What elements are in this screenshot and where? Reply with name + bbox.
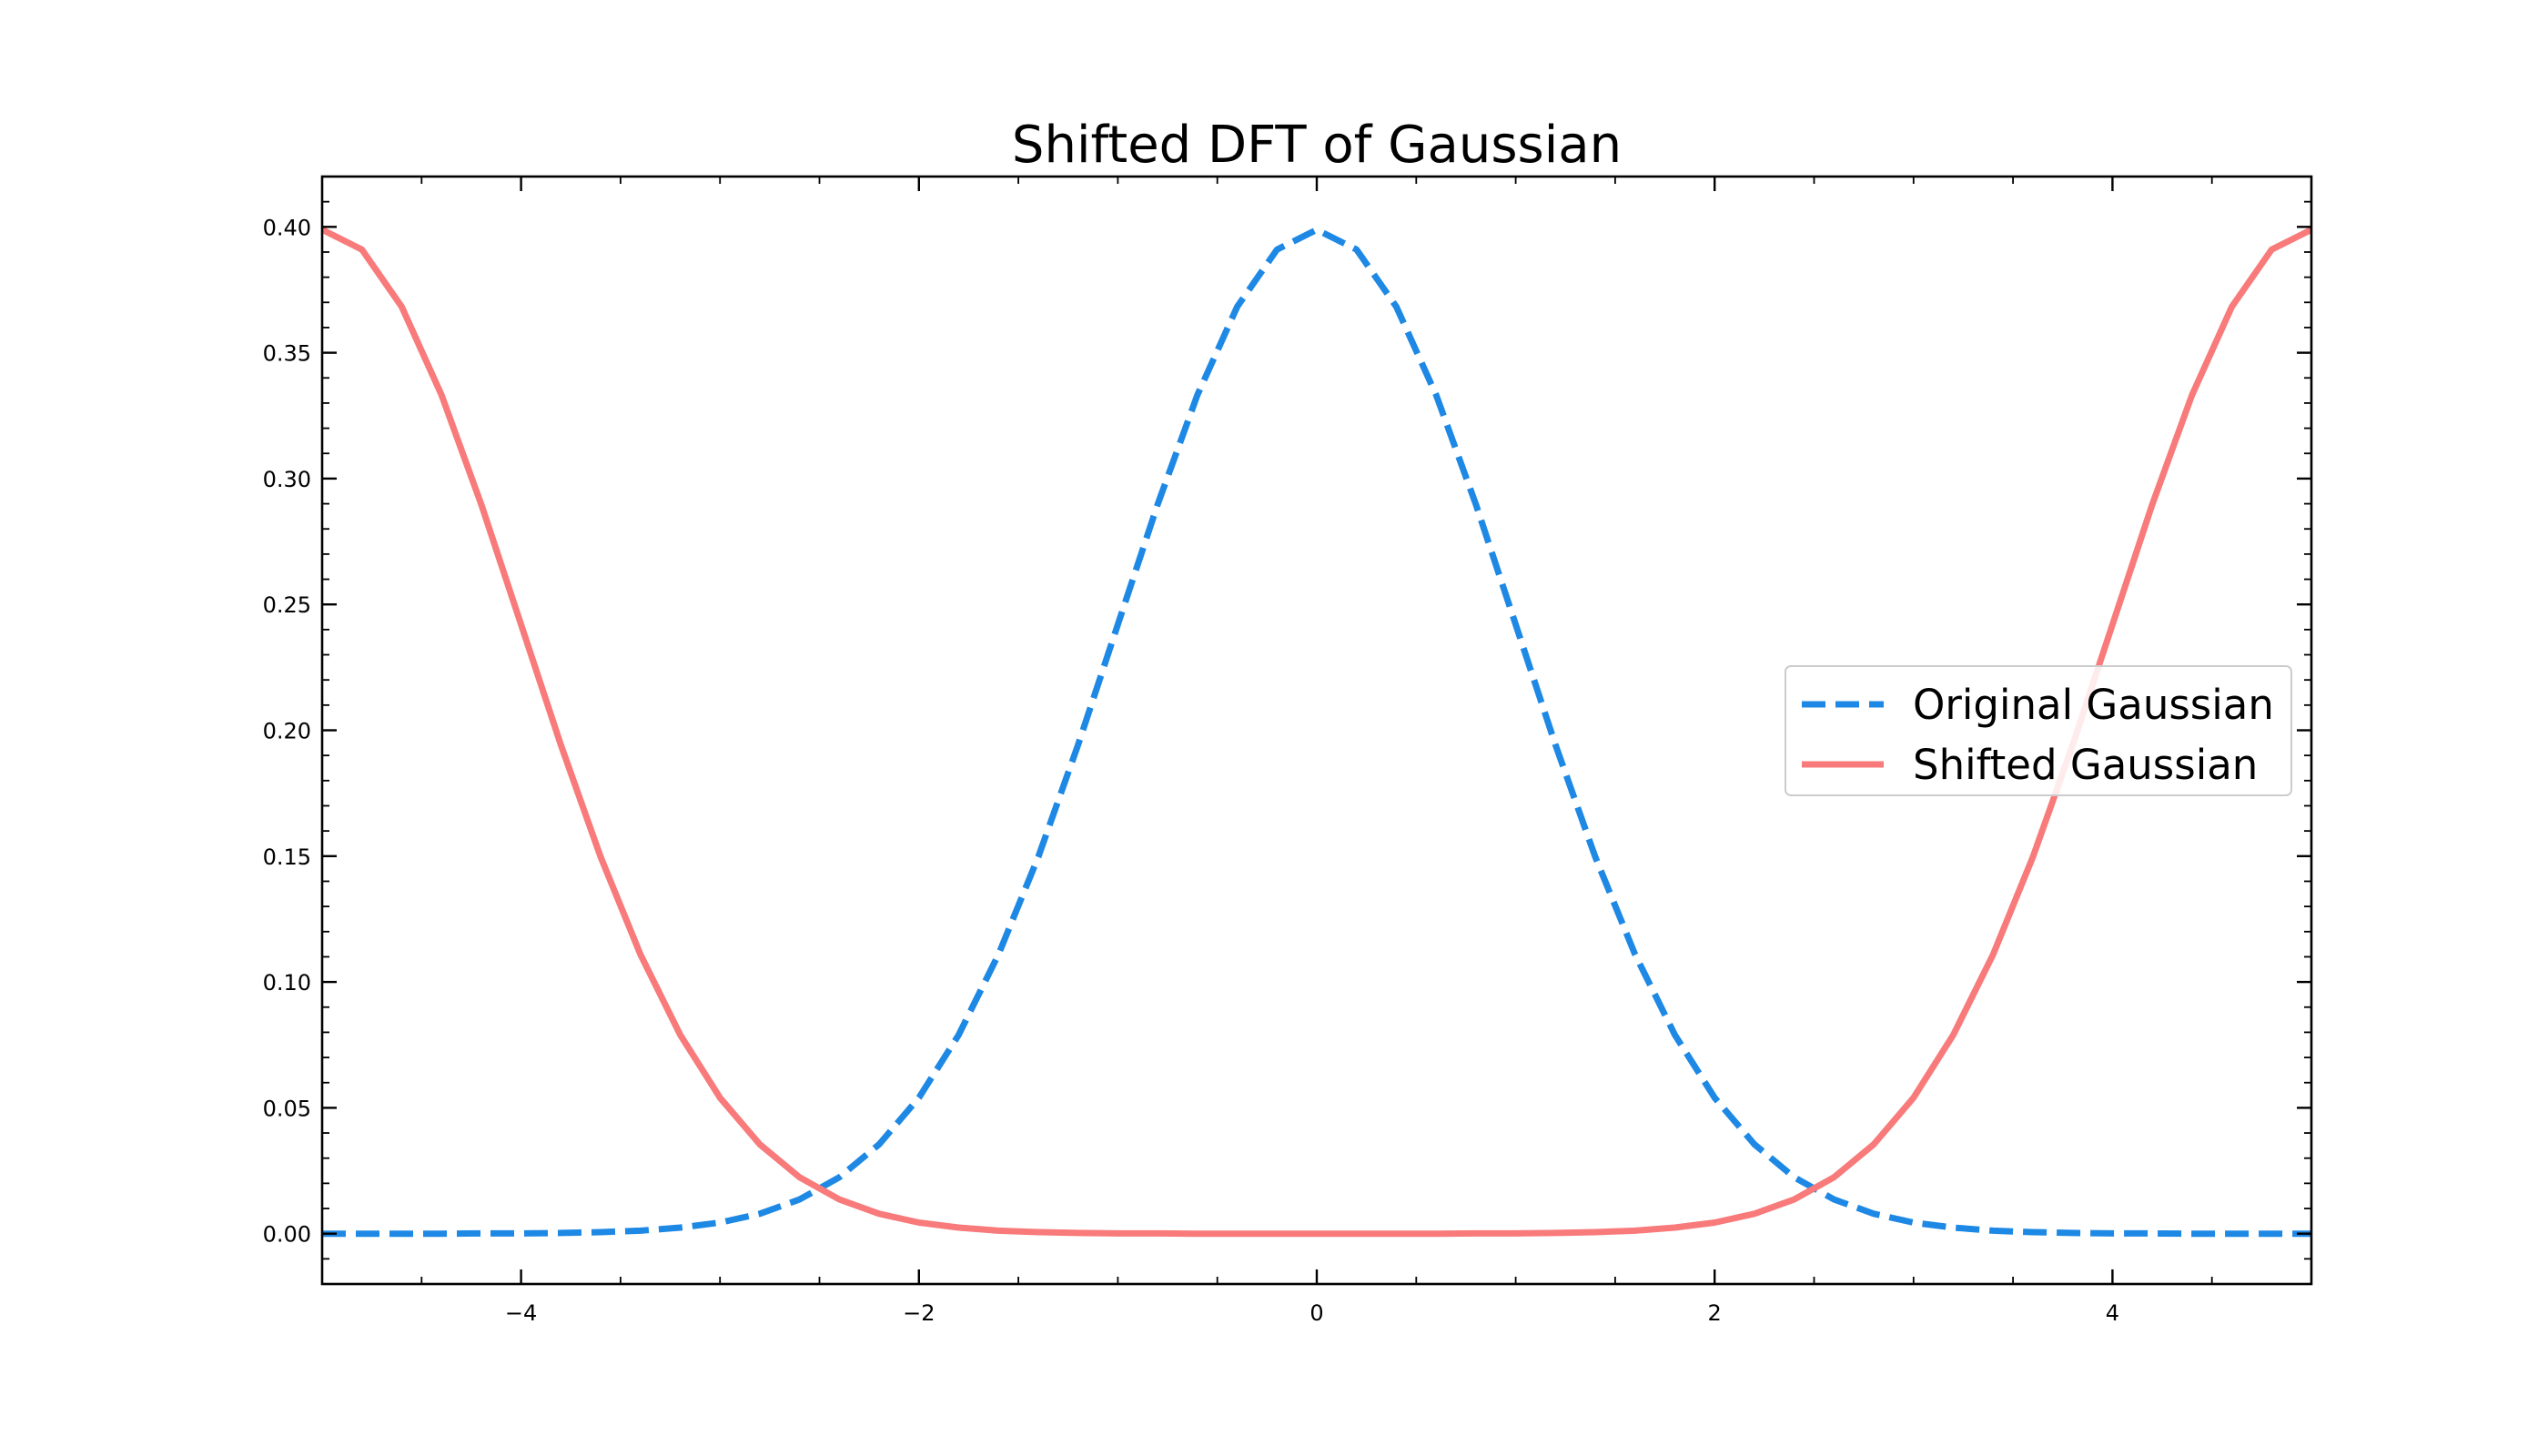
x-tick-label: 2 [1708, 1300, 1722, 1326]
x-tick-label: 0 [1309, 1300, 1323, 1326]
y-tick-label: 0.35 [263, 341, 311, 367]
y-tick-label: 0.05 [263, 1096, 311, 1121]
legend-label-1: Original Gaussian [1913, 681, 2274, 729]
series-line-2 [322, 227, 2311, 1238]
y-tick-label: 0.25 [263, 592, 311, 618]
legend-label-2: Shifted Gaussian [1913, 741, 2258, 789]
plot-frame [320, 175, 2313, 1286]
legend-box [1785, 665, 2292, 796]
chart-title: Shifted DFT of Gaussian [1012, 116, 1622, 175]
y-tick-label: 0.30 [263, 467, 311, 492]
legend: Original Gaussian Shifted Gaussian [1785, 665, 2292, 796]
y-tick-label: 0.15 [263, 844, 311, 870]
plot-area: −4 −2 0 2 4 0.00 0.05 0.10 0.15 0.20 0.25 0.30 0.35 0… [263, 177, 2312, 1326]
y-tick-label: 0.10 [263, 970, 311, 996]
y-tick-label: 0.00 [263, 1222, 311, 1248]
y-tick-label: 0.40 [263, 215, 311, 240]
x-tick-label: −2 [903, 1300, 935, 1326]
x-tick-label: 4 [2106, 1300, 2119, 1326]
y-tick-label: 0.20 [263, 719, 311, 744]
x-tick-label: −4 [505, 1300, 537, 1326]
